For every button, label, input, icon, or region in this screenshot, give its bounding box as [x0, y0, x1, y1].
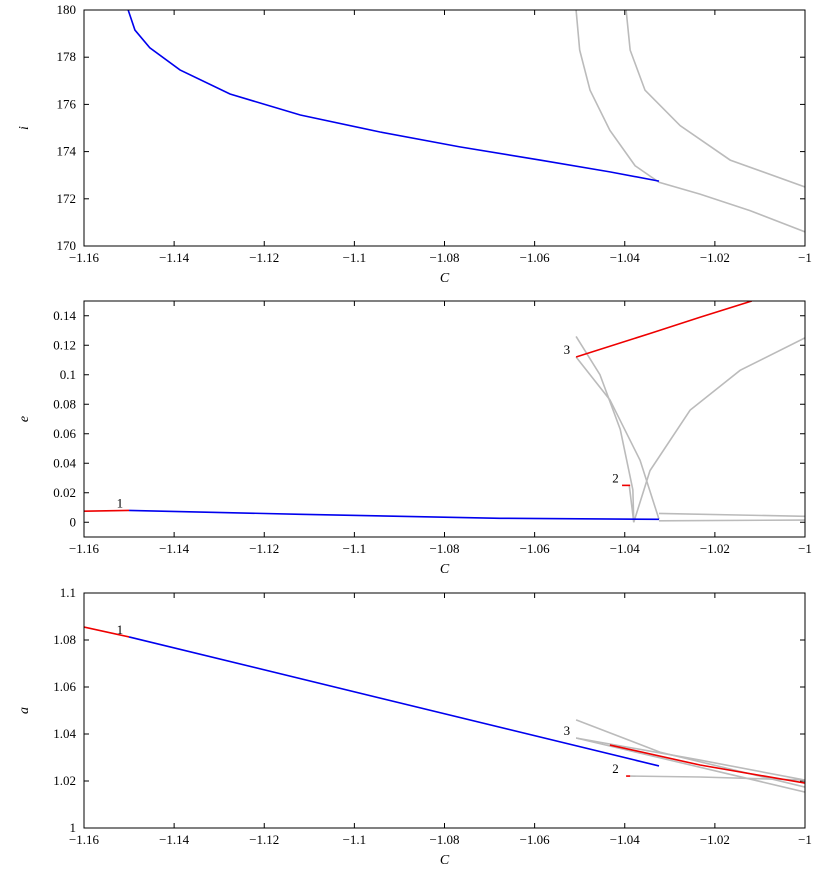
data-line: [128, 636, 660, 767]
y-tick-label: 1.1: [60, 585, 76, 600]
series-group: [84, 301, 805, 523]
data-line: [575, 10, 805, 233]
data-line: [630, 775, 805, 781]
data-line: [609, 744, 805, 784]
annotation: 3: [564, 723, 571, 738]
x-axis-label: C: [440, 562, 450, 577]
x-axis-label: C: [440, 271, 450, 286]
y-tick-label: 178: [57, 49, 77, 64]
x-tick-label: −1.1: [343, 250, 367, 265]
y-tick-label: 172: [57, 191, 77, 206]
y-tick-label: 0.1: [60, 367, 76, 382]
series-group: [127, 10, 805, 233]
annotation: 2: [612, 761, 619, 776]
series-group: [84, 626, 805, 793]
x-tick-label: −1.06: [520, 541, 551, 556]
data-line: [575, 737, 805, 793]
y-axis-label: i: [17, 126, 32, 130]
y-tick-label: 0.14: [53, 308, 76, 323]
x-tick-label: −1.16: [69, 250, 100, 265]
x-tick-label: −1.02: [700, 250, 730, 265]
y-tick-label: 0.12: [53, 337, 76, 352]
plot-frame: [83, 9, 806, 247]
y-tick-label: 176: [57, 96, 77, 111]
x-tick-label: −1.14: [159, 832, 190, 847]
y-axis-label: e: [17, 416, 32, 422]
data-line: [658, 512, 805, 518]
data-line: [575, 301, 753, 358]
x-tick-label: −1.16: [69, 832, 100, 847]
x-tick-label: −1.08: [429, 250, 459, 265]
x-axis-label: C: [440, 853, 450, 868]
x-tick-label: −1.14: [159, 250, 190, 265]
x-tick-label: −1: [798, 541, 812, 556]
y-tick-label: 0.04: [53, 455, 76, 470]
y-tick-label: 1.06: [53, 679, 76, 694]
panel: −1.16 −1.14 −1.12 −1.1 −1.08 −1.06 −1.04 −1.02 −…: [17, 2, 812, 286]
data-line: [628, 485, 635, 523]
annotation: 1: [117, 622, 124, 637]
x-tick-label: −1: [798, 832, 812, 847]
x-tick-label: −1.06: [520, 250, 551, 265]
y-tick-label: 1.02: [53, 773, 76, 788]
y-tick-label: 1: [70, 820, 77, 835]
x-tick-label: −1.14: [159, 541, 190, 556]
data-line: [129, 509, 660, 521]
annotation: 1: [117, 495, 124, 510]
data-line: [575, 737, 805, 781]
data-line: [632, 337, 805, 523]
x-tick-label: −1.04: [610, 250, 641, 265]
y-tick-label: 180: [57, 2, 77, 17]
panel: −1.16 −1.14 −1.12 −1.1 −1.08 −1.06 −1.04 −1.02 −…: [17, 300, 812, 577]
annotation: 3: [564, 342, 571, 357]
y-tick-label: 174: [57, 144, 77, 159]
x-tick-label: −1.12: [249, 541, 279, 556]
x-tick-label: −1.04: [610, 832, 641, 847]
x-tick-label: −1.12: [249, 832, 279, 847]
x-tick-label: −1.04: [610, 541, 641, 556]
x-tick-label: −1.1: [343, 832, 367, 847]
data-line: [84, 509, 130, 512]
x-tick-label: −1.06: [520, 832, 551, 847]
x-tick-label: −1: [798, 250, 812, 265]
y-tick-label: 0.06: [53, 426, 76, 441]
x-tick-label: −1.02: [700, 541, 730, 556]
y-tick-label: 1.04: [53, 726, 76, 741]
y-tick-label: 170: [57, 238, 77, 253]
y-tick-label: 0.08: [53, 396, 76, 411]
x-tick-label: −1.12: [249, 250, 279, 265]
x-tick-label: −1.16: [69, 541, 100, 556]
data-line: [658, 519, 805, 522]
x-tick-label: −1.08: [429, 541, 459, 556]
x-tick-label: −1.1: [343, 541, 367, 556]
y-tick-label: 1.08: [53, 632, 76, 647]
data-line: [575, 335, 635, 523]
plot-frame: [83, 592, 806, 829]
plot-frame: [83, 300, 806, 538]
y-tick-label: 0: [70, 514, 77, 529]
data-line: [84, 626, 130, 638]
data-line: [575, 356, 660, 520]
y-axis-label: a: [17, 707, 32, 714]
annotation: 2: [612, 470, 619, 485]
data-line: [625, 10, 805, 188]
x-tick-label: −1.08: [429, 832, 459, 847]
data-line: [127, 10, 660, 182]
y-tick-label: 0.02: [53, 485, 76, 500]
x-tick-label: −1.02: [700, 832, 730, 847]
panel: −1.16 −1.14 −1.12 −1.1 −1.08 −1.06 −1.04 −1.02 −…: [17, 585, 812, 868]
